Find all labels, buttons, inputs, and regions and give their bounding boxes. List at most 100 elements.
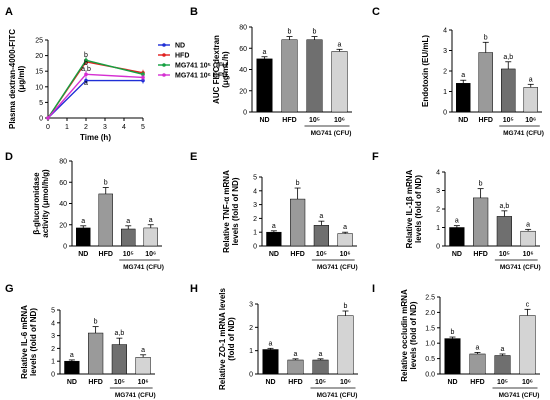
y-tick-label: 2.5	[425, 295, 435, 302]
bar	[449, 227, 465, 247]
y-tick-label: 1	[253, 230, 257, 237]
bar	[337, 233, 353, 247]
bar	[287, 359, 304, 375]
x-tick-label: 10⁵	[315, 379, 326, 386]
group-label: MG741 (CFU)	[500, 264, 541, 271]
x-tick-label: ND	[452, 251, 462, 258]
y-tick-label: 3	[249, 302, 253, 309]
y-tick-label: 60	[59, 180, 67, 187]
y-axis-label: (fold of ND)	[227, 317, 236, 361]
bar	[88, 332, 104, 375]
legend-marker	[162, 73, 166, 77]
significance-label: b	[313, 29, 317, 36]
y-tick-label: 0	[51, 372, 55, 379]
significance-label: a	[269, 340, 273, 347]
significance-label: a	[476, 344, 480, 351]
bar	[523, 87, 538, 113]
bar	[496, 216, 512, 247]
y-tick-label: 0.5	[425, 356, 435, 363]
significance-label: a	[263, 49, 267, 56]
x-tick-label: 4	[122, 124, 126, 131]
bar	[98, 193, 113, 247]
panel-letter: B	[190, 6, 198, 18]
y-tick-label: 3	[436, 188, 440, 195]
bar	[444, 338, 461, 375]
y-tick-label: 4	[51, 320, 55, 327]
x-tick-label: HFD	[473, 251, 487, 258]
bar	[456, 83, 471, 113]
y-tick-label: 1.5	[425, 325, 435, 332]
panel-letter: E	[190, 151, 197, 163]
significance-label: a	[461, 72, 465, 79]
bar	[478, 52, 493, 113]
y-tick-label: 3	[51, 333, 55, 340]
bar	[520, 230, 536, 247]
significance-label: a	[455, 218, 459, 225]
y-tick-label: 1	[249, 348, 253, 355]
panel-g: 0 1 2 3 4 5 Relative IL-6 mRNA levels (fold of …	[5, 283, 156, 399]
y-tick-label: 0.0	[425, 372, 435, 379]
y-tick-label: 1	[51, 359, 55, 366]
significance-label: b	[296, 180, 300, 187]
x-tick-label: 5	[141, 124, 145, 131]
x-tick-label: HFD	[99, 251, 113, 258]
y-tick-label: 4	[443, 28, 447, 35]
y-tick-label: 1	[436, 225, 440, 232]
panel-letter: G	[5, 283, 14, 295]
y-tick-label: 20	[35, 53, 43, 60]
significance-label: a	[70, 352, 74, 359]
y-tick-label: 2	[443, 69, 447, 76]
y-tick-label: 2	[249, 325, 253, 332]
panel-f: 0 1 2 3 4 Relative IL-1β mRNA levels (fold of …	[372, 151, 541, 271]
significance-label: a	[141, 347, 145, 354]
x-tick-label: 10⁵	[114, 379, 125, 386]
panel-e: 0 1 2 3 4 5 Relative TNF-α mRNA levels (fold of…	[190, 151, 358, 271]
y-axis-label: levels (fold of ND)	[414, 175, 423, 243]
bar	[331, 51, 348, 113]
y-tick-label: 5	[39, 100, 43, 107]
y-tick-label: 3	[253, 202, 257, 209]
x-tick-label: ND	[259, 117, 269, 124]
panel-letter: H	[190, 283, 198, 295]
significance-label: a	[272, 223, 276, 230]
y-tick-label: 40	[59, 201, 67, 208]
x-tick-label: 3	[103, 124, 107, 131]
y-tick-label: 3	[443, 48, 447, 55]
x-tick-label: 10⁶	[522, 379, 533, 386]
significance-label: b	[288, 29, 292, 36]
y-tick-label: 2.0	[425, 310, 435, 317]
legend-label: MG741 10⁵ CFU	[175, 63, 227, 70]
y-axis-label: (μg/ml)	[17, 65, 26, 92]
significance-label: a	[294, 351, 298, 358]
x-tick-label: 10⁶	[525, 117, 536, 124]
bar	[313, 225, 329, 247]
bar	[281, 39, 298, 113]
x-tick-label: 0	[46, 124, 50, 131]
group-label: MG741 (CFU)	[499, 392, 540, 399]
significance-label: a	[343, 224, 347, 231]
bar	[494, 355, 511, 375]
y-axis-label: activity (μmol/h/g)	[41, 169, 50, 238]
group-label: MG741 (CFU)	[317, 264, 358, 271]
y-tick-label: 10	[35, 84, 43, 91]
panel-letter: I	[372, 283, 375, 295]
significance-label: b	[94, 319, 98, 326]
bar	[143, 227, 158, 247]
legend-label: HFD	[175, 53, 189, 60]
y-tick-label: 15	[35, 69, 43, 76]
y-tick-label: 4	[253, 188, 257, 195]
significance-label: a	[526, 221, 530, 228]
bar	[256, 58, 273, 113]
y-tick-label: 0	[436, 244, 440, 251]
x-tick-label: 10⁶	[340, 379, 351, 386]
y-axis-label: (μg/mL/h)	[221, 51, 230, 88]
y-tick-label: 2	[436, 207, 440, 214]
significance-label: b	[84, 60, 88, 67]
y-tick-label: 60	[239, 46, 247, 53]
bar	[64, 360, 80, 375]
x-tick-label: HFD	[88, 379, 102, 386]
y-tick-label: 20	[59, 222, 67, 229]
significance-label: a,b	[500, 203, 510, 210]
